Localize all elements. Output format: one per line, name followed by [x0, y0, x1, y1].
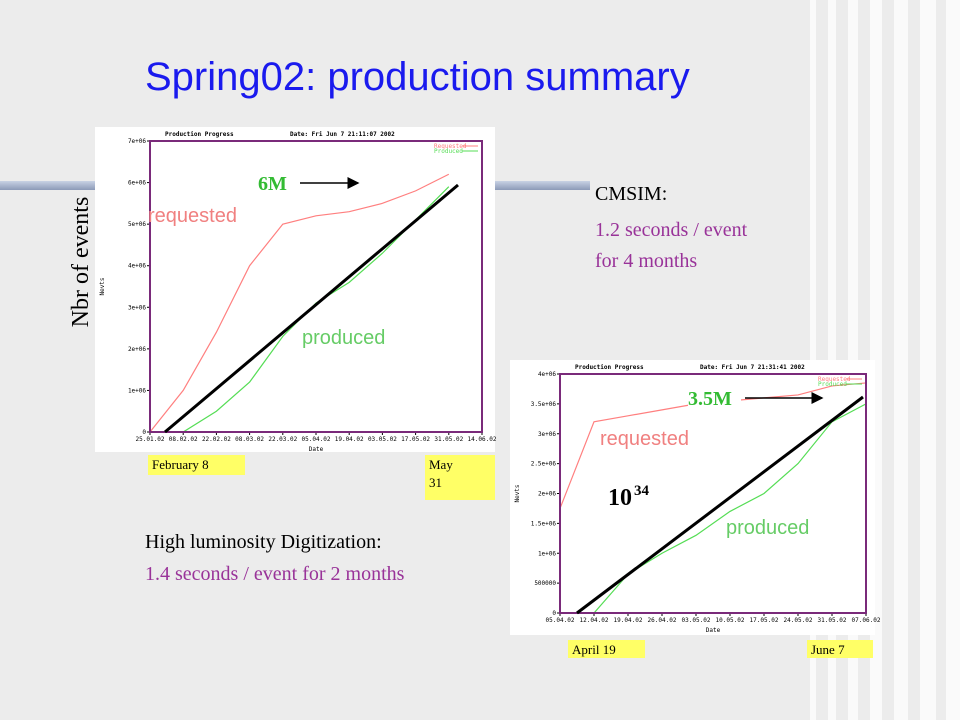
- luminosity-base: 10: [608, 485, 632, 511]
- y-tick-label: 4e+06: [128, 263, 146, 270]
- legend-label: Requested: [818, 376, 851, 383]
- x-tick-label: 10.05.02: [716, 617, 745, 624]
- requested-label: requested: [600, 428, 689, 450]
- x-axis-label: Date: [309, 446, 324, 453]
- series-line: [560, 403, 867, 614]
- y-tick-label: 3e+06: [128, 304, 146, 311]
- end-box: [807, 640, 873, 658]
- y-tick-label: 7e+06: [128, 138, 146, 145]
- produced-label: produced: [302, 327, 385, 349]
- y-axis-label: Nevts: [514, 484, 521, 502]
- x-tick-label: 22.03.02: [268, 436, 297, 443]
- x-axis-label: Date: [706, 627, 721, 634]
- x-tick-label: 31.05.02: [434, 436, 463, 443]
- x-tick-label: 17.05.02: [750, 617, 779, 624]
- cmsim-line: for 4 months: [595, 250, 697, 272]
- divider: [0, 181, 100, 190]
- x-tick-label: 17.05.02: [401, 436, 430, 443]
- y-tick-label: 0: [552, 610, 556, 617]
- end-box: [425, 455, 495, 500]
- y-tick-label: 1e+06: [128, 387, 146, 394]
- legend-label: Produced: [434, 148, 463, 155]
- start-label: February 8: [152, 457, 209, 472]
- y-tick-label: 1.5e+06: [531, 520, 557, 527]
- y-tick-label: 6e+06: [128, 180, 146, 187]
- total-label: 6M: [258, 173, 287, 195]
- x-tick-label: 03.05.02: [368, 436, 397, 443]
- total-label: 3.5M: [688, 388, 732, 410]
- x-tick-label: 05.04.02: [302, 436, 331, 443]
- y-tick-label: 4e+06: [538, 371, 556, 378]
- luminosity-exponent: 34: [634, 483, 650, 499]
- produced-label: produced: [726, 517, 809, 539]
- y-tick-label: 1e+06: [538, 550, 556, 557]
- x-tick-label: 31.05.02: [818, 617, 847, 624]
- slide-title: Spring02: production summary: [145, 55, 690, 99]
- x-tick-label: 12.04.02: [580, 617, 609, 624]
- chart-subtitle: Date: Fri Jun 7 21:31:41 2002: [700, 364, 805, 371]
- cmsim-heading: CMSIM:: [595, 183, 667, 205]
- divider: [495, 181, 590, 190]
- x-tick-label: 08.02.02: [169, 436, 198, 443]
- plot-border: [559, 373, 867, 614]
- total-box: [258, 175, 313, 195]
- chart-subtitle: Date: Fri Jun 7 21:11:07 2002: [290, 131, 395, 138]
- y-axis-label: Nevts: [99, 277, 106, 295]
- end-label: June 7: [811, 642, 845, 657]
- y-tick-label: 5e+06: [128, 221, 146, 228]
- y-axis-label: Nbr of events: [68, 197, 94, 328]
- y-tick-label: 500000: [534, 580, 556, 587]
- x-tick-label: 22.02.02: [202, 436, 231, 443]
- start-label: April 19: [572, 642, 616, 657]
- x-tick-label: 08.03.02: [235, 436, 264, 443]
- trend-line: [576, 395, 864, 615]
- x-tick-label: 26.04.02: [648, 617, 677, 624]
- x-tick-label: 07.06.02: [852, 617, 881, 624]
- legend-label: Requested: [434, 143, 467, 150]
- end-label: May 31: [429, 457, 453, 490]
- y-tick-label: 3e+06: [538, 431, 556, 438]
- x-tick-label: 03.05.02: [682, 617, 711, 624]
- y-tick-label: 2e+06: [128, 346, 146, 353]
- trend-line: [164, 183, 459, 434]
- start-box: [148, 455, 245, 475]
- x-tick-label: 25.01.02: [136, 436, 165, 443]
- plot-border: [149, 140, 483, 433]
- y-tick-label: 0: [142, 429, 146, 436]
- cmsim-line: 1.2 seconds / event: [595, 219, 748, 241]
- x-tick-label: 14.06.02: [468, 436, 497, 443]
- y-tick-label: 3.5e+06: [531, 401, 557, 408]
- series-line: [149, 173, 450, 433]
- x-tick-label: 19.04.02: [614, 617, 643, 624]
- y-tick-label: 2e+06: [538, 491, 556, 498]
- legend-label: Produced: [818, 381, 847, 388]
- x-tick-label: 19.04.02: [335, 436, 364, 443]
- digi-heading: High luminosity Digitization:: [145, 531, 382, 553]
- chart-title: Production Progress: [165, 131, 234, 138]
- y-tick-label: 2.5e+06: [531, 461, 557, 468]
- x-tick-label: 05.04.02: [546, 617, 575, 624]
- chart-title: Production Progress: [575, 364, 644, 371]
- digi-line: 1.4 seconds / event for 2 months: [145, 563, 405, 585]
- total-box: [688, 390, 741, 408]
- requested-label: requested: [148, 205, 237, 227]
- start-box: [568, 640, 645, 658]
- x-tick-label: 24.05.02: [784, 617, 813, 624]
